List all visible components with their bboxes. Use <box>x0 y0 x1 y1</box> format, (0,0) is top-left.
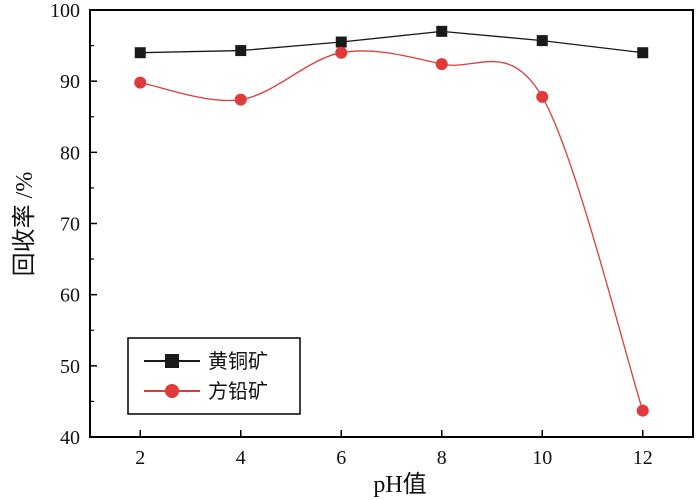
y-axis-title: 回收率 /% <box>11 172 38 277</box>
data-point-galena <box>134 76 147 89</box>
x-tick-label: 8 <box>437 447 447 469</box>
x-tick-label: 4 <box>236 447 246 469</box>
y-axis: 40 50 60 70 80 90 100 <box>50 0 97 449</box>
y-tick-label: 100 <box>50 0 80 22</box>
data-point-chalcopyrite <box>134 47 146 59</box>
x-axis-title: pH值 <box>373 471 426 498</box>
series-line-chalcopyrite <box>140 30 643 54</box>
legend-marker-chalcopyrite <box>165 354 179 368</box>
x-tick-label: 6 <box>336 447 346 469</box>
x-tick-label: 12 <box>633 447 653 469</box>
legend-box <box>127 337 301 415</box>
legend-label-chalcopyrite: 黄铜矿 <box>208 349 268 373</box>
x-tick-label: 10 <box>532 447 552 469</box>
y-tick-label: 90 <box>60 71 80 93</box>
legend: 黄铜矿 方铅矿 <box>127 337 301 415</box>
x-tick-label: 2 <box>135 447 145 469</box>
data-point-galena <box>435 58 448 71</box>
data-point-galena <box>636 404 649 417</box>
legend-marker-galena <box>165 384 179 398</box>
y-tick-label: 80 <box>60 142 80 164</box>
series-layer <box>134 25 649 417</box>
data-point-galena <box>536 90 549 103</box>
legend-label-galena: 方铅矿 <box>208 379 268 403</box>
y-tick-label: 50 <box>60 356 80 378</box>
y-tick-label: 70 <box>60 214 80 236</box>
y-tick-label: 60 <box>60 285 80 307</box>
data-point-chalcopyrite <box>536 35 548 47</box>
y-tick-label: 40 <box>60 427 80 449</box>
data-point-galena <box>234 93 247 106</box>
data-point-chalcopyrite <box>436 25 448 37</box>
data-point-chalcopyrite <box>335 36 347 48</box>
data-point-chalcopyrite <box>637 47 649 59</box>
x-axis: 2 4 6 8 10 12 <box>135 430 653 469</box>
data-point-chalcopyrite <box>235 45 247 57</box>
data-point-galena <box>335 46 348 59</box>
